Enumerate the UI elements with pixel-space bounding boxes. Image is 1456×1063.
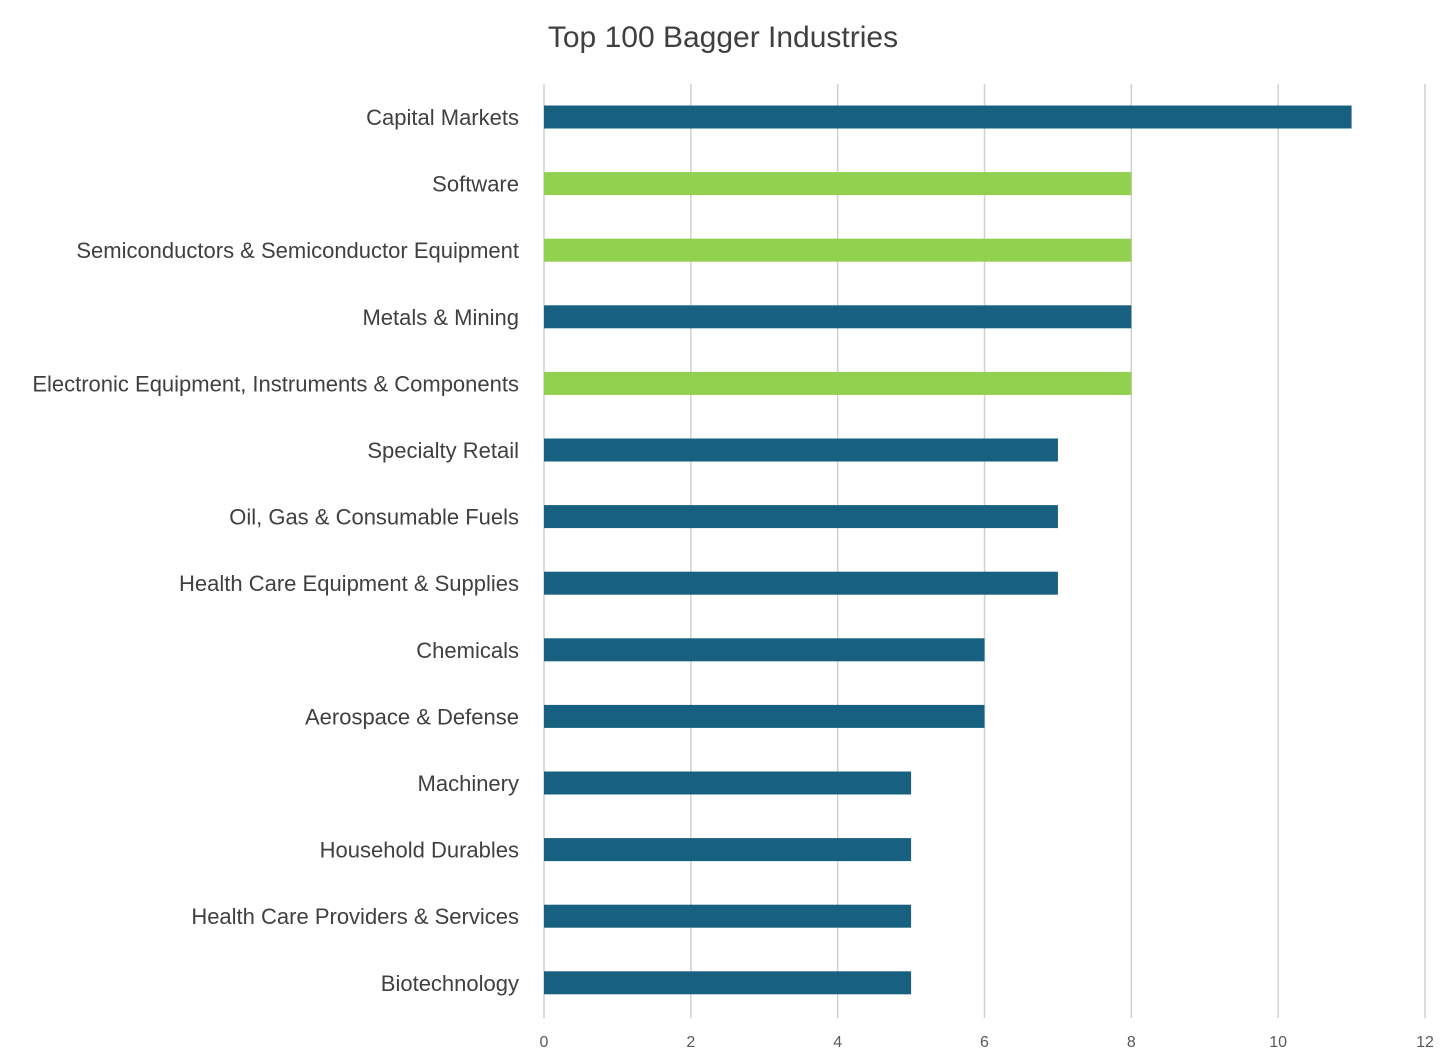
bar — [544, 838, 912, 862]
category-label: Biotechnology — [381, 971, 519, 996]
category-label: Health Care Equipment & Supplies — [179, 571, 519, 596]
x-tick-label: 4 — [833, 1034, 842, 1051]
bar — [544, 172, 1132, 196]
category-labels: Capital Markets Software Semiconductors & … — [32, 105, 519, 996]
category-label: Software — [432, 172, 519, 197]
category-label: Health Care Providers & Services — [191, 904, 519, 929]
category-label: Metals & Mining — [362, 305, 519, 330]
bar — [544, 105, 1352, 129]
bar — [544, 371, 1132, 395]
x-tick-label: 10 — [1269, 1034, 1287, 1051]
x-tick-label: 2 — [686, 1034, 695, 1051]
x-tick-label: 12 — [1416, 1034, 1434, 1051]
category-label: Chemicals — [416, 638, 519, 663]
category-label: Oil, Gas & Consumable Fuels — [229, 505, 519, 530]
bar — [544, 704, 985, 728]
x-axis-tick-labels: 0 2 4 6 8 10 12 — [540, 1034, 1434, 1051]
bar — [544, 638, 985, 662]
x-tick-label: 6 — [980, 1034, 989, 1051]
category-label: Machinery — [418, 771, 519, 796]
chart-title: Top 100 Bagger Industries — [548, 21, 898, 54]
bar — [544, 238, 1132, 262]
category-label: Household Durables — [320, 838, 519, 863]
bars — [544, 105, 1352, 995]
bar — [544, 305, 1132, 329]
x-tick-label: 0 — [540, 1034, 549, 1051]
bar — [544, 505, 1058, 529]
bar — [544, 771, 912, 795]
bar — [544, 571, 1058, 595]
category-label: Semiconductors & Semiconductor Equipment — [76, 238, 519, 263]
bar — [544, 904, 912, 928]
bar — [544, 971, 912, 995]
bar — [544, 438, 1058, 462]
x-tick-label: 8 — [1127, 1034, 1136, 1051]
gridlines — [543, 84, 1426, 1018]
category-label: Electronic Equipment, Instruments & Comp… — [32, 371, 519, 396]
category-label: Specialty Retail — [367, 438, 519, 463]
category-label: Aerospace & Defense — [305, 704, 519, 729]
category-label: Capital Markets — [366, 105, 519, 130]
